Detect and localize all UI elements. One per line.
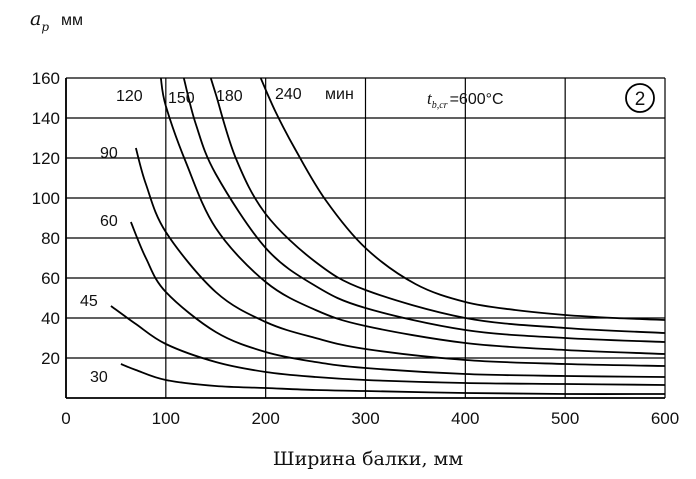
annotation-t: t	[427, 89, 433, 108]
series-line-45	[110, 305, 666, 386]
y-tick-label-40: 40	[41, 309, 60, 328]
x-tick-label-400: 400	[451, 409, 479, 428]
curve-label-150: 150	[168, 90, 195, 107]
curve-label-240: 240	[275, 86, 302, 103]
temperature-annotation: tb,cr =600°C	[427, 89, 504, 111]
curve-label-45: 45	[80, 293, 98, 310]
annotation-value: =600°C	[450, 91, 504, 108]
y-axis-symbol: a	[30, 8, 41, 30]
x-tick-label-100: 100	[152, 409, 180, 428]
series-line-150	[182, 77, 666, 343]
curve-label-120: 120	[116, 88, 143, 105]
grid	[65, 77, 666, 399]
series-line-180	[209, 77, 666, 334]
figure-badge-circle	[625, 83, 655, 113]
x-tick-label-200: 200	[251, 409, 279, 428]
x-tick-label-0: 0	[61, 409, 70, 428]
figure-badge-number: 2	[635, 89, 646, 110]
x-axis-title: Ширина балки, мм	[273, 448, 463, 470]
curve-label-60: 60	[100, 213, 118, 230]
y-tick-label-140: 140	[32, 109, 60, 128]
curve-label-90: 90	[100, 145, 118, 162]
series-line-30	[120, 363, 666, 395]
curve-label-30: 30	[90, 369, 108, 386]
y-tick-label-160: 160	[32, 69, 60, 88]
tick-labels: 0 100 200 300 400 500 600 20 40 60 80 100 120 140 160	[32, 69, 680, 428]
y-tick-label-80: 80	[41, 229, 60, 248]
y-axis-title: ap мм	[30, 8, 83, 34]
curve-label-180: 180	[216, 88, 243, 105]
series-line-60	[130, 221, 666, 378]
curve-label-unit: мин	[325, 86, 354, 103]
y-tick-label-100: 100	[32, 189, 60, 208]
series-line-120	[159, 77, 666, 355]
y-tick-label-120: 120	[32, 149, 60, 168]
x-tick-label-500: 500	[551, 409, 579, 428]
y-tick-label-60: 60	[41, 269, 60, 288]
x-tick-label-300: 300	[351, 409, 379, 428]
annotation-t-sub: b,cr	[432, 100, 448, 111]
series-line-90	[135, 147, 666, 367]
y-axis-unit: мм	[61, 12, 83, 29]
curves	[110, 77, 666, 395]
y-axis-symbol-sub: p	[41, 20, 49, 34]
series-line-240	[259, 77, 666, 321]
x-tick-label-600: 600	[651, 409, 679, 428]
y-tick-label-20: 20	[41, 349, 60, 368]
